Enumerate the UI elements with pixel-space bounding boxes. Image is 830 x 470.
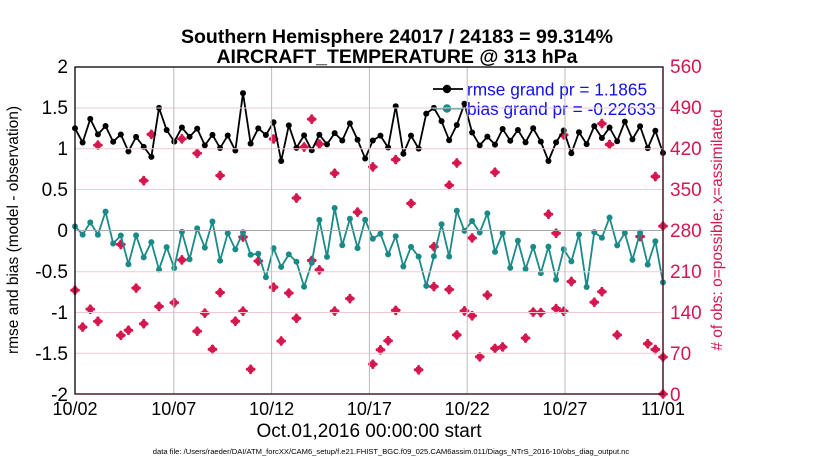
svg-text:Southern Hemisphere 24017 / 24: Southern Hemisphere 24017 / 24183 = 99.3… (181, 26, 613, 48)
svg-text:210: 210 (670, 262, 702, 283)
svg-text:rmse and bias (model - observa: rmse and bias (model - observation) (5, 106, 22, 354)
svg-text:11/01: 11/01 (641, 399, 685, 419)
svg-text:10/02: 10/02 (52, 399, 97, 419)
svg-text:1: 1 (57, 139, 68, 160)
svg-text:420: 420 (670, 139, 702, 160)
svg-text:140: 140 (670, 303, 702, 324)
svg-text:490: 490 (670, 98, 702, 119)
svg-text:-0.5: -0.5 (35, 262, 68, 283)
svg-text:# of obs: o=possible; x=assimi: # of obs: o=possible; x=assimilated (709, 109, 726, 350)
svg-text:70: 70 (670, 344, 691, 365)
svg-text:Oct.01,2016 00:00:00 start: Oct.01,2016 00:00:00 start (257, 421, 483, 442)
svg-text:10/07: 10/07 (151, 399, 196, 419)
svg-text:bias grand pr = -0.22633: bias grand pr = -0.22633 (467, 99, 656, 119)
svg-text:rmse grand pr = 1.1865: rmse grand pr = 1.1865 (467, 80, 647, 100)
svg-text:10/17: 10/17 (347, 399, 392, 419)
svg-text:560: 560 (670, 57, 702, 78)
svg-text:1.5: 1.5 (42, 98, 68, 119)
svg-text:data file: /Users/raeder/DAI/A: data file: /Users/raeder/DAI/ATM_forcXX/… (153, 447, 630, 456)
svg-text:350: 350 (670, 180, 702, 201)
svg-text:280: 280 (670, 221, 702, 242)
svg-text:10/22: 10/22 (445, 399, 490, 419)
svg-text:10/12: 10/12 (249, 399, 294, 419)
svg-text:-1: -1 (51, 303, 68, 324)
svg-text:-1.5: -1.5 (35, 344, 68, 365)
svg-text:AIRCRAFT_TEMPERATURE @ 313 hPa: AIRCRAFT_TEMPERATURE @ 313 hPa (216, 46, 577, 68)
svg-text:0: 0 (57, 221, 68, 242)
svg-text:2: 2 (57, 57, 68, 78)
svg-text:0.5: 0.5 (42, 180, 68, 201)
svg-text:10/27: 10/27 (542, 399, 587, 419)
